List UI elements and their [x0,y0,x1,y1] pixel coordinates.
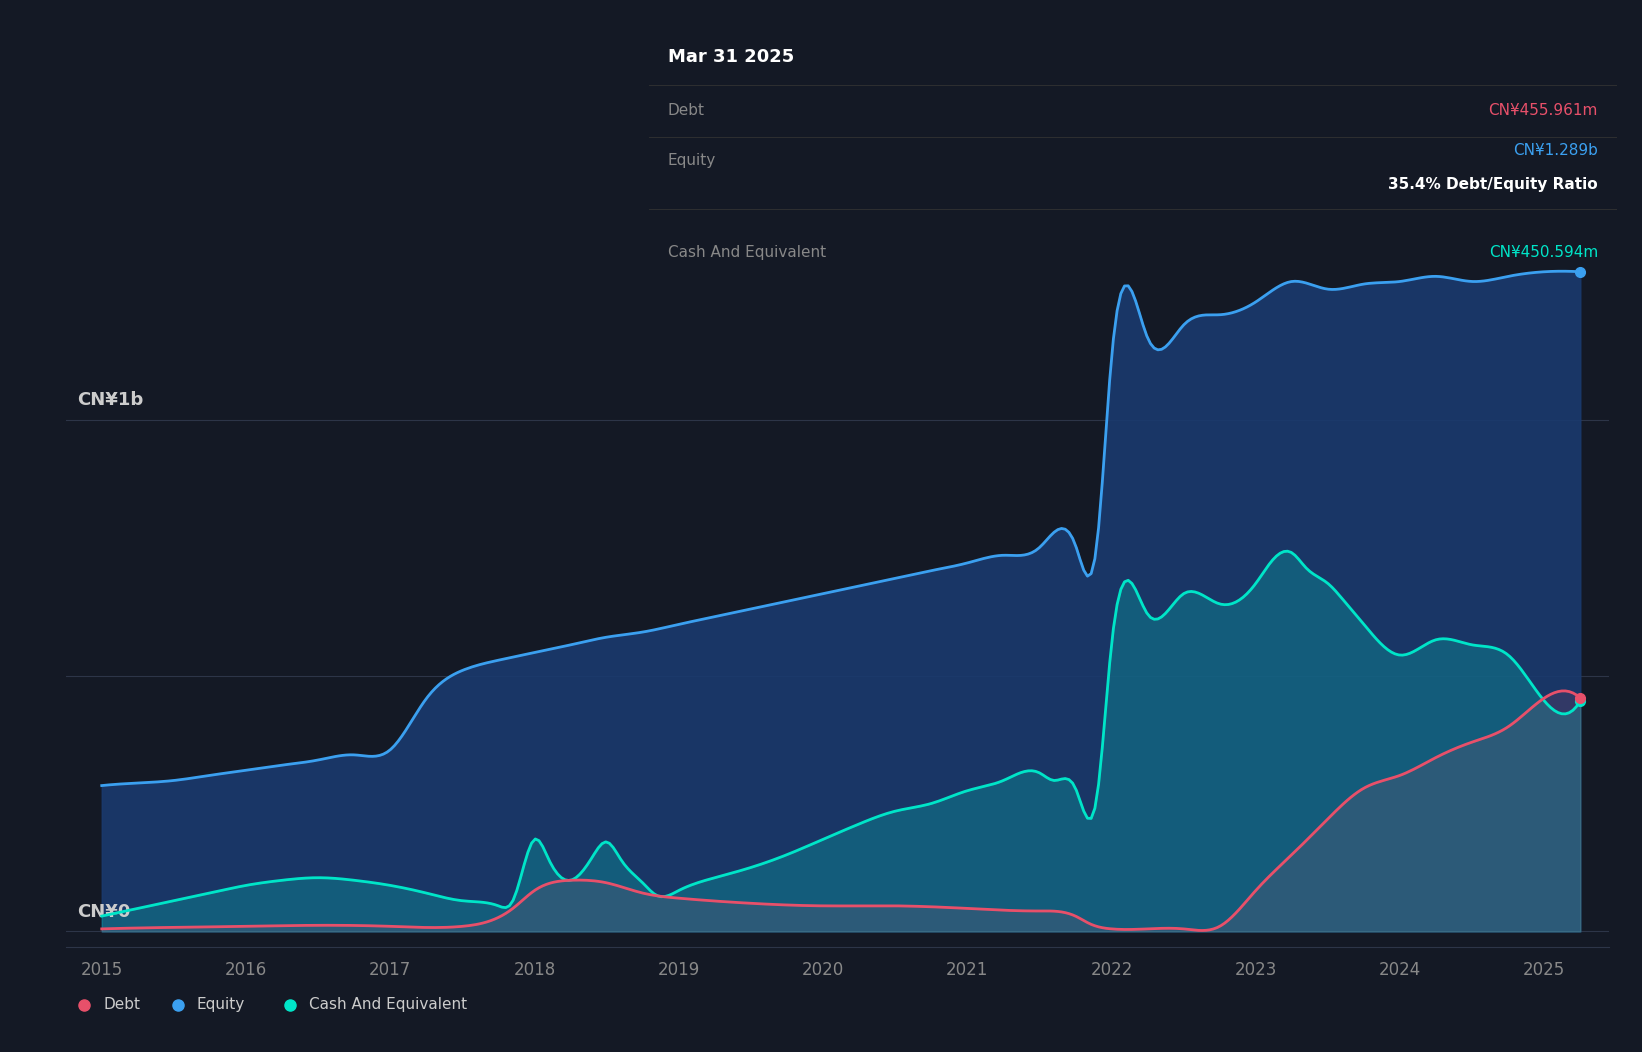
Text: Cash And Equivalent: Cash And Equivalent [668,245,826,260]
Text: 35.4% Debt/Equity Ratio: 35.4% Debt/Equity Ratio [1389,178,1598,193]
Text: Debt: Debt [103,997,140,1012]
Text: CN¥1b: CN¥1b [77,391,143,409]
Text: CN¥455.961m: CN¥455.961m [1489,103,1598,119]
Text: CN¥1.289b: CN¥1.289b [1514,143,1598,159]
Text: Debt: Debt [668,103,704,119]
Text: CN¥0: CN¥0 [77,904,131,922]
Text: Mar 31 2025: Mar 31 2025 [668,48,795,66]
Text: CN¥450.594m: CN¥450.594m [1489,245,1598,260]
Text: Equity: Equity [197,997,245,1012]
Text: Equity: Equity [668,154,716,168]
Text: Cash And Equivalent: Cash And Equivalent [309,997,468,1012]
